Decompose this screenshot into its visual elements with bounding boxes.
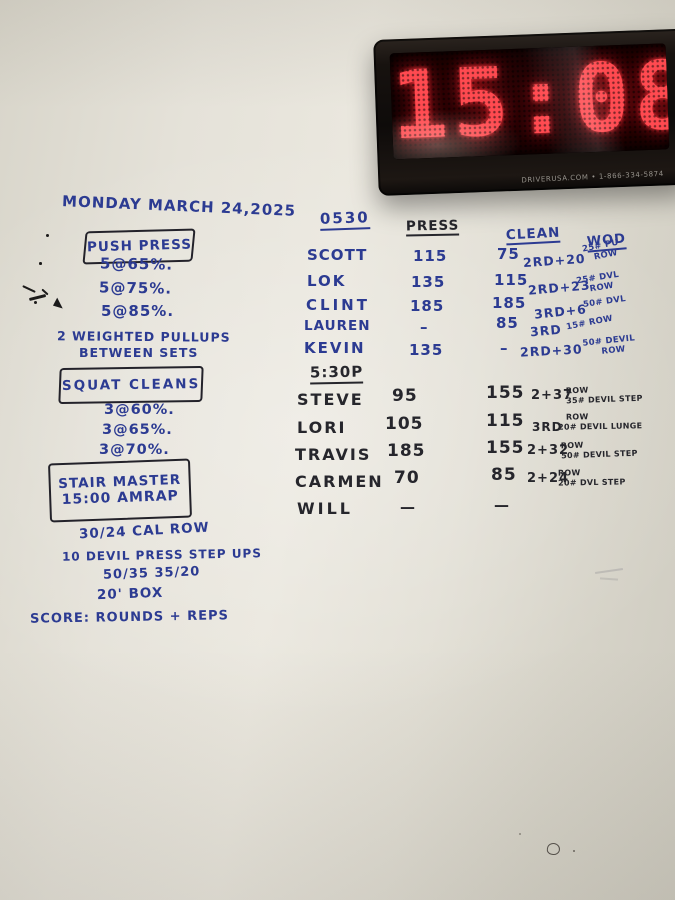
- squat-cleans-box: SQUAT CLEANS: [58, 365, 204, 405]
- am-row-press: 135: [411, 273, 446, 291]
- am-row-clean: 185: [492, 294, 527, 312]
- am-row-name: LAUREN: [304, 318, 371, 334]
- pm-row-note: ROW 20# DVL STEP: [557, 468, 626, 488]
- led-clock-display: 15:08: [389, 43, 670, 160]
- pm-row-name: CARMEN: [295, 472, 384, 491]
- stair-master-box: STAIR MASTER 15:00 AMRAP: [48, 458, 192, 523]
- led-clock: 15:08 DRIVERUSA.COM • 1-866-334-5874: [373, 28, 675, 196]
- pm-row-name: LORI: [297, 418, 347, 437]
- push-press-set-1: 5@65%.: [99, 254, 174, 274]
- am-row-clean: 115: [494, 271, 529, 289]
- am-row-press: –: [420, 318, 429, 336]
- am-row-name: KEVIN: [304, 339, 366, 357]
- pullups-note-line1: 2 WEIGHTED PULLUPS: [56, 328, 231, 345]
- am-row-name: LOK: [307, 272, 347, 290]
- am-row-name: CLINT: [306, 296, 370, 314]
- squat-cleans-set-3: 3@70%.: [99, 442, 170, 458]
- wod-line-3: 50/35 35/20: [102, 564, 201, 583]
- pm-row-name: STEVE: [297, 390, 364, 409]
- am-row-score: 2RD+30: [519, 341, 583, 360]
- pm-row-name: TRAVIS: [295, 445, 372, 464]
- pullups-note-line2: BETWEEN SETS: [79, 345, 199, 360]
- push-press-title: PUSH PRESS: [86, 237, 192, 256]
- wod-title-line2: 15:00 AMRAP: [61, 488, 180, 509]
- squat-cleans-set-1: 3@60%.: [104, 402, 175, 418]
- pm-row-press: —: [400, 498, 416, 516]
- pm-row-score: 2+24: [527, 471, 570, 486]
- header-clean: CLEAN: [506, 225, 561, 246]
- header-am-class: 0530: [320, 208, 371, 231]
- squat-cleans-set-2: 3@65%.: [102, 422, 173, 438]
- am-row-press: 185: [410, 297, 445, 315]
- am-row-clean: 75: [497, 245, 520, 263]
- am-row-clean: –: [500, 339, 509, 357]
- pm-row-score: 2+37: [531, 388, 574, 403]
- faint-speck: [573, 850, 575, 852]
- pm-row-clean: 155: [486, 383, 525, 403]
- pm-row-name: WILL: [297, 499, 353, 518]
- pm-row-score: 2+32: [527, 443, 570, 458]
- pm-row-clean: 85: [491, 465, 517, 485]
- pm-row-press: 95: [392, 386, 418, 406]
- wod-line-4: 20' BOX: [96, 584, 164, 604]
- header-pm-class: 5:30P: [310, 363, 364, 385]
- faint-speck: [519, 833, 521, 835]
- pm-row-press: 105: [385, 414, 424, 434]
- am-row-press: 135: [409, 341, 444, 359]
- pm-row-press: 185: [387, 441, 426, 461]
- am-row-clean: 85: [496, 314, 519, 332]
- am-row-name: SCOTT: [307, 246, 368, 264]
- squat-cleans-title: SQUAT CLEANS: [61, 375, 201, 394]
- clock-brand-label: DRIVERUSA.COM • 1-866-334-5874: [521, 169, 665, 185]
- marker-dot: [34, 301, 37, 304]
- pm-row-clean: 155: [486, 438, 525, 458]
- pm-row-score: 3RD: [532, 420, 563, 434]
- pm-row-press: 70: [394, 468, 420, 488]
- am-row-score: 3RD: [529, 321, 563, 340]
- pm-row-note: ROW 35# DEVIL STEP: [565, 385, 643, 405]
- header-press: PRESS: [406, 218, 460, 237]
- push-press-set-2: 5@75%.: [98, 278, 173, 298]
- pm-row-note: ROW 50# DEVIL STEP: [560, 440, 638, 460]
- marker-dot: [46, 234, 49, 237]
- glass-glare: [389, 43, 670, 160]
- marker-dot: [39, 262, 42, 265]
- am-row-press: 115: [413, 247, 448, 265]
- pm-row-clean: —: [494, 496, 510, 514]
- pm-row-clean: 115: [486, 411, 525, 431]
- push-press-set-3: 5@85%.: [101, 302, 175, 320]
- pm-row-note: ROW 20# DEVIL LUNGE: [558, 412, 643, 432]
